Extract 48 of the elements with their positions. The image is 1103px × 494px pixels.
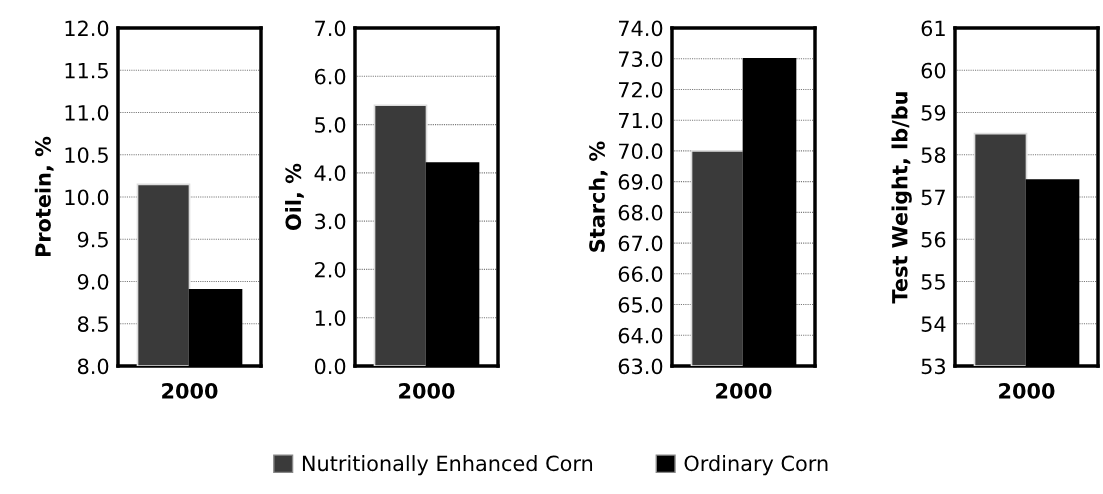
- y-tick-label: 67.0: [618, 235, 663, 252]
- y-tick-label: 11.5: [65, 62, 108, 79]
- y-tick-label: 56: [921, 231, 946, 248]
- y-tick-label: 12.0: [65, 20, 109, 37]
- y-tick-label: 57: [921, 189, 945, 206]
- y-tick-label: 9.0: [77, 273, 109, 290]
- y-tick-label: 68.0: [618, 204, 663, 221]
- y-tick-label: 0.0: [314, 358, 346, 375]
- y-tick-label: 58: [921, 147, 946, 163]
- legend-label: Nutritionally Enhanced Corn: [302, 455, 593, 476]
- x-tick-label: 2000: [399, 383, 455, 399]
- y-tick-label: 4.0: [314, 165, 346, 182]
- y-tick-label: 8.5: [77, 316, 108, 332]
- y-tick-label: 69.0: [618, 174, 663, 190]
- x-tick-label: 2000: [716, 383, 772, 399]
- y-axis-title: Oil, %: [285, 163, 304, 230]
- x-tick-label: 2000: [999, 383, 1055, 399]
- y-tick-label: 66.0: [618, 266, 663, 283]
- y-tick-label: 10.5: [65, 147, 108, 163]
- legend-label: Ordinary Corn: [684, 455, 828, 476]
- y-tick-label: 61: [921, 20, 945, 37]
- y-tick-label: 64.0: [618, 327, 663, 344]
- y-tick-label: 71.0: [618, 112, 663, 129]
- y-tick-label: 73.0: [618, 51, 663, 67]
- y-tick-label: 55: [921, 274, 945, 290]
- y-tick-label: 6.0: [314, 68, 346, 85]
- y-tick-label: 53: [921, 358, 945, 375]
- y-tick-label: 8.0: [77, 358, 109, 375]
- y-tick-label: 74.0: [618, 20, 663, 37]
- y-tick-label: 70.0: [618, 143, 663, 160]
- y-tick-label: 65.0: [618, 297, 663, 313]
- y-tick-label: 11.0: [65, 104, 109, 121]
- x-tick-label: 2000: [162, 383, 218, 399]
- y-axis-title: Starch, %: [588, 141, 608, 252]
- y-tick-label: 72.0: [618, 81, 663, 98]
- y-tick-label: 60: [921, 62, 946, 79]
- y-tick-label: 1.0: [315, 310, 346, 326]
- y-tick-label: 2.0: [315, 261, 346, 278]
- y-tick-label: 3.0: [315, 213, 346, 230]
- y-axis-title: Test Weight, lb/bu: [891, 92, 912, 304]
- y-tick-label: 63.0: [618, 358, 663, 375]
- y-tick-label: 54: [921, 316, 946, 332]
- y-tick-label: 7.0: [315, 20, 346, 37]
- y-tick-label: 9.5: [77, 231, 108, 248]
- y-axis-title: Protein, %: [34, 136, 54, 257]
- y-tick-label: 59: [921, 104, 946, 121]
- y-tick-label: 5.0: [315, 117, 346, 133]
- y-tick-label: 10.0: [65, 189, 109, 206]
